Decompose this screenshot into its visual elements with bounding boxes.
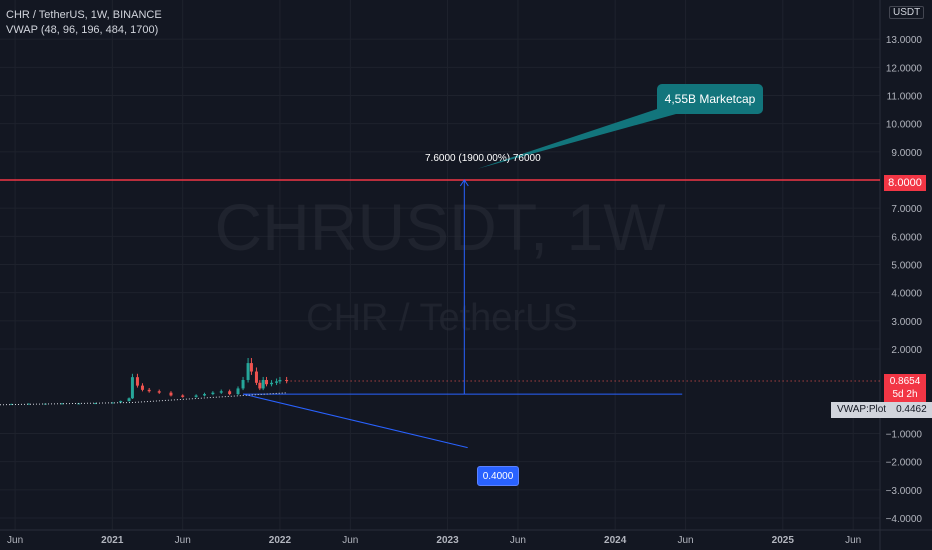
base-price-label[interactable]: 0.4000: [477, 466, 519, 486]
candle-body: [94, 403, 98, 405]
x-tick-label: Jun: [342, 535, 358, 546]
candle-body: [26, 403, 30, 405]
candle-body: [140, 385, 144, 390]
candle-body: [261, 379, 265, 389]
y-tick-label: 12.0000: [886, 63, 923, 74]
candle-body: [236, 388, 240, 395]
y-tick-label: 3.0000: [891, 317, 922, 328]
candle-body: [285, 379, 289, 381]
x-tick-label: 2024: [604, 535, 627, 546]
watermark-symbol: CHRUSDT, 1W: [214, 190, 666, 264]
x-tick-label: 2022: [269, 535, 292, 546]
vwap-line: [0, 392, 287, 406]
legend-title: CHR / TetherUS, 1W, BINANCE: [6, 9, 162, 21]
candle-body: [275, 381, 279, 383]
x-tick-label: 2023: [436, 535, 459, 546]
target-price-label: 8.0000: [884, 175, 926, 191]
legend-indicator: VWAP (48, 96, 196, 484, 1700): [6, 24, 159, 36]
legend: CHR / TetherUS, 1W, BINANCE VWAP (48, 96…: [6, 8, 162, 38]
x-tick-label: Jun: [510, 535, 526, 546]
y-tick-label: 5.0000: [891, 261, 922, 272]
trend-line: [242, 393, 468, 449]
y-tick-label: −4.0000: [886, 514, 923, 525]
x-tick-label: Jun: [175, 535, 191, 546]
vwap-label: VWAP:Plot 0.4462: [831, 402, 932, 418]
x-tick-label: Jun: [677, 535, 693, 546]
candle-body: [254, 371, 258, 383]
y-tick-label: 6.0000: [891, 232, 922, 243]
watermark-name: CHR / TetherUS: [306, 297, 578, 339]
candle-body: [246, 363, 250, 380]
candle-body: [202, 394, 206, 396]
candle-body: [60, 403, 64, 405]
candle-body: [241, 379, 245, 389]
candle-body: [219, 391, 223, 393]
callout-marketcap[interactable]: 4,55B Marketcap: [657, 84, 763, 114]
x-axis: Jun 2021 Jun 2022 Jun 2023 Jun 2024 Jun 2025 Jun: [7, 535, 861, 546]
candle-body: [228, 391, 232, 395]
candle-body: [249, 363, 253, 372]
candle-body: [135, 377, 139, 386]
levels: [0, 108, 880, 449]
x-tick-label: Jun: [845, 535, 861, 546]
y-tick-label: 10.0000: [886, 120, 923, 131]
y-tick-label: 11.0000: [887, 92, 923, 103]
y-tick-label: −1.0000: [886, 430, 923, 441]
vwap-name: VWAP:Plot: [831, 402, 893, 418]
y-axis: 13.0000 12.0000 11.0000 10.0000 9.0000 8.0000…: [886, 35, 923, 525]
x-tick-label: 2021: [101, 535, 124, 546]
x-tick-label: 2025: [772, 535, 795, 546]
candle-body: [211, 392, 215, 395]
y-tick-label: 7.0000: [891, 204, 922, 215]
series: [0, 358, 289, 406]
y-tick-label: 13.0000: [886, 35, 923, 46]
y-tick-label: 9.0000: [891, 148, 922, 159]
candle-body: [130, 377, 134, 399]
candle-body: [258, 382, 262, 389]
currency-button[interactable]: USDT: [889, 6, 925, 19]
candle-body: [278, 379, 282, 382]
candle-body: [147, 389, 151, 392]
candle-body: [181, 395, 185, 397]
measure-label: 7.6000 (1900.00%) 76000: [425, 153, 541, 164]
candle-body: [265, 379, 269, 385]
vwap-value: 0.4462: [892, 402, 932, 418]
y-tick-label: −3.0000: [886, 486, 923, 497]
measure-arrowhead: [459, 179, 469, 187]
current-price-countdown: 5d 2h: [892, 389, 918, 400]
candle-body: [127, 398, 131, 402]
callout-pointer: [477, 108, 676, 169]
y-tick-label: −2.0000: [886, 458, 923, 469]
y-tick-label: 4.0000: [891, 289, 922, 300]
candle-body: [270, 382, 274, 385]
candle-body: [110, 402, 114, 404]
candle-body: [169, 392, 173, 396]
x-tick-label: Jun: [7, 535, 23, 546]
current-price-label: 0.8654 5d 2h: [884, 374, 926, 402]
candle-body: [157, 391, 161, 393]
current-price-value: 0.8654: [889, 376, 921, 387]
candle-body: [119, 401, 123, 403]
y-tick-label: 2.0000: [891, 345, 922, 356]
candle-body: [10, 403, 14, 405]
candle-body: [194, 395, 198, 397]
